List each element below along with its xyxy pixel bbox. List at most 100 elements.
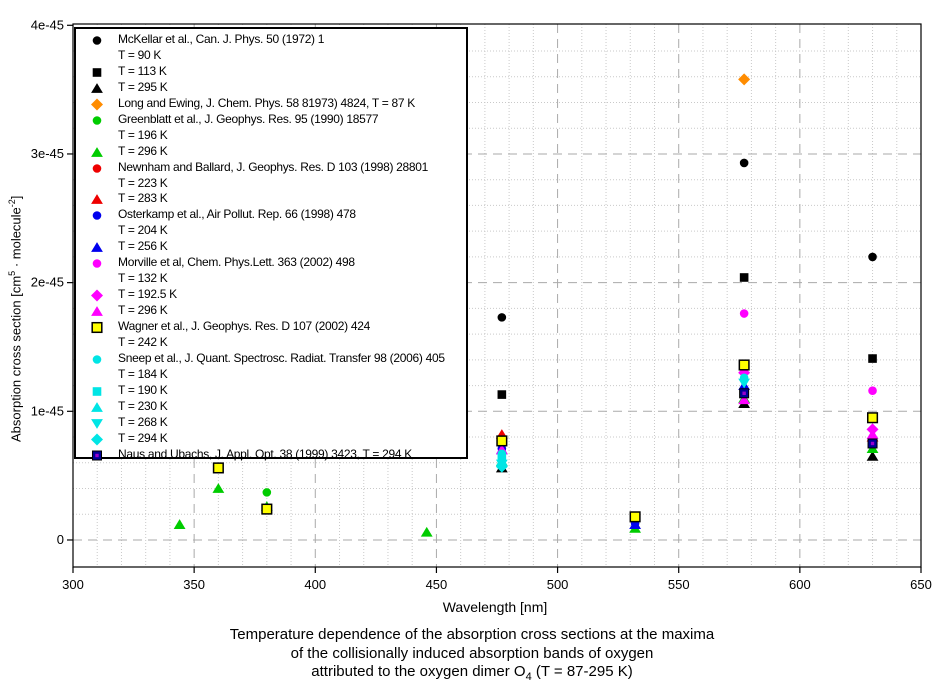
legend-entry: Newnham and Ballard, J. Geophys. Res. D … [76, 160, 466, 192]
data-point-marker [91, 82, 103, 93]
data-series [212, 359, 879, 523]
diamond-legend-icon [76, 96, 118, 112]
legend-marker-icon [91, 194, 103, 205]
circle-legend-icon [76, 112, 118, 128]
y-axis-label-text: · molecule [8, 207, 24, 271]
data-point-marker [261, 503, 273, 515]
legend-entry: McKellar et al., Can. J. Phys. 50 (1972)… [76, 32, 466, 64]
chart-legend: McKellar et al., Can. J. Phys. 50 (1972)… [74, 27, 468, 461]
legend-marker-icon [91, 98, 103, 111]
data-series [495, 378, 751, 470]
data-point-marker [738, 394, 751, 405]
legend-entry-label: T = 230 K [118, 398, 168, 413]
legend-entry-label: Morville et al, Chem. Phys.Lett. 363 (20… [118, 255, 355, 286]
legend-marker-icon [91, 146, 103, 157]
data-point-marker [91, 194, 103, 205]
data-series [495, 380, 751, 529]
legend-entry-temperature: T = 196 K [118, 127, 168, 142]
legend-entry-label: Wagner et al., J. Geophys. Res. D 107 (2… [118, 319, 370, 349]
legend-entry-label: T = 296 K [118, 303, 168, 318]
data-point-marker [420, 526, 433, 537]
data-point-marker [738, 73, 751, 86]
data-point-marker [92, 36, 102, 45]
legend-marker-icon [91, 401, 103, 412]
legend-entry: T = 190 K [76, 383, 466, 399]
y-tick-label: 2e-45 [31, 275, 64, 290]
y-tick-label: 1e-45 [31, 403, 64, 418]
x-tick-label: 300 [62, 577, 84, 592]
legend-entry: T = 283 K [76, 191, 466, 207]
legend-entry: Osterkamp et al., Air Pollut. Rep. 66 (1… [76, 207, 466, 239]
data-point-marker [92, 68, 102, 77]
data-series [497, 158, 877, 322]
legend-entry-label: McKellar et al., Can. J. Phys. 50 (1972)… [118, 32, 325, 62]
data-point-marker-dot [95, 453, 99, 457]
legend-marker-icon [91, 306, 103, 316]
legend-entry: T = 295 K [76, 80, 466, 96]
y-axis-label-sup: -2 [7, 199, 17, 208]
legend-entry: T = 256 K [76, 239, 466, 255]
data-point-marker [738, 378, 751, 389]
legend-entry-label: T = 256 K [118, 239, 168, 254]
data-point-marker [866, 450, 879, 461]
data-point-marker [91, 146, 103, 157]
data-point-marker [92, 386, 102, 396]
triangle-up-legend-icon [76, 80, 118, 96]
legend-entry-label: T = 296 K [118, 143, 168, 158]
x-tick-label: 650 [910, 577, 932, 592]
data-point-marker [629, 519, 642, 529]
legend-entry: Greenblatt et al., J. Geophys. Res. 95 (… [76, 112, 466, 144]
legend-entry: Naus and Ubachs, J. Appl. Opt. 38 (1999)… [76, 447, 466, 463]
legend-marker-icon [92, 450, 102, 461]
data-point-marker [738, 359, 750, 371]
plot-frame [72, 23, 922, 568]
data-series [262, 488, 272, 497]
legend-entry-temperature: T = 242 K [118, 334, 168, 349]
square-dot-legend-icon [76, 447, 118, 463]
diamond-legend-icon [76, 287, 118, 303]
data-point-marker [92, 211, 102, 221]
legend-entry-temperature: T = 132 K [118, 271, 168, 286]
data-point-marker [91, 401, 103, 412]
legend-entry-label: Sneep et al., J. Quant. Spectrosc. Radia… [118, 350, 445, 381]
legend-entry: Wagner et al., J. Geophys. Res. D 107 (2… [76, 319, 466, 351]
data-series [497, 444, 640, 528]
legend-entry: T = 113 K [76, 64, 466, 80]
legend-entry-label: Osterkamp et al., Air Pollut. Rep. 66 (1… [118, 207, 356, 238]
data-point-marker [91, 242, 103, 253]
data-point-marker [866, 412, 879, 424]
legend-entry-temperature: T = 90 K [118, 47, 162, 62]
legend-entry-label: T = 113 K [118, 63, 167, 78]
data-point-marker [91, 322, 103, 334]
legend-entry-label: T = 283 K [118, 191, 168, 206]
data-series [495, 398, 879, 473]
legend-entry: T = 230 K [76, 399, 466, 415]
legend-marker-icon [91, 289, 103, 302]
x-tick-label: 550 [668, 577, 690, 592]
circle-legend-icon [76, 160, 118, 176]
legend-entry-label: Long and Ewing, J. Chem. Phys. 58 81973)… [118, 95, 415, 110]
legend-entry-label: T = 294 K [118, 430, 168, 445]
legend-marker-icon [92, 355, 102, 364]
legend-entry-label: T = 192.5 K [118, 287, 177, 302]
circle-legend-icon [76, 32, 118, 48]
data-series [495, 394, 879, 455]
y-tick-label: 4e-45 [31, 17, 64, 32]
y-tick-label: 3e-45 [31, 146, 64, 161]
legend-entry-temperature: T = 223 K [118, 175, 168, 190]
y-axis-label-text: Absorption cross section [cm [8, 275, 24, 442]
triangle-up-legend-icon [76, 303, 118, 319]
legend-marker-icon [92, 116, 102, 125]
x-axis-label: Wavelength [nm] [442, 599, 548, 615]
data-point-marker [739, 273, 749, 282]
data-point-marker [91, 98, 103, 111]
legend-entry-label: T = 190 K [118, 382, 168, 397]
data-point-marker [262, 488, 272, 497]
data-point-marker [92, 355, 102, 364]
data-point-marker [629, 511, 641, 523]
triangle-up-legend-icon [76, 144, 118, 160]
x-tick-label: 600 [789, 577, 811, 592]
legend-entry: T = 296 K [76, 303, 466, 319]
data-point-marker [739, 309, 749, 318]
